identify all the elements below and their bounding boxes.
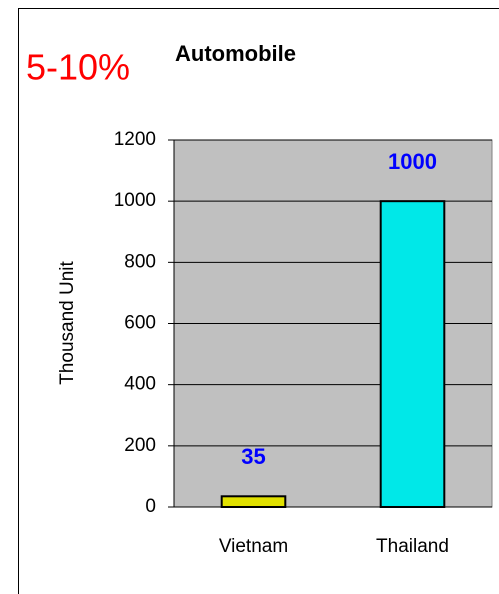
y-tick-label: 400: [124, 374, 156, 395]
annotation: 5-10%: [26, 47, 130, 88]
x-tick-label: Vietnam: [219, 536, 288, 557]
y-tick-label: 800: [124, 251, 156, 272]
y-tick-label: 600: [124, 313, 156, 334]
y-axis-label: Thousand Unit: [57, 260, 78, 384]
bar: [379, 200, 446, 509]
y-tick-label: 200: [124, 435, 156, 456]
data-label: 1000: [388, 149, 437, 174]
y-tick-label: 0: [145, 496, 156, 517]
y-tick-label: 1200: [114, 129, 156, 150]
y-tick-label: 1000: [114, 190, 156, 211]
x-tick-label: Thailand: [376, 536, 449, 557]
bar: [220, 495, 287, 509]
chart-title: Automobile: [175, 41, 296, 66]
data-label: 35: [241, 444, 265, 469]
